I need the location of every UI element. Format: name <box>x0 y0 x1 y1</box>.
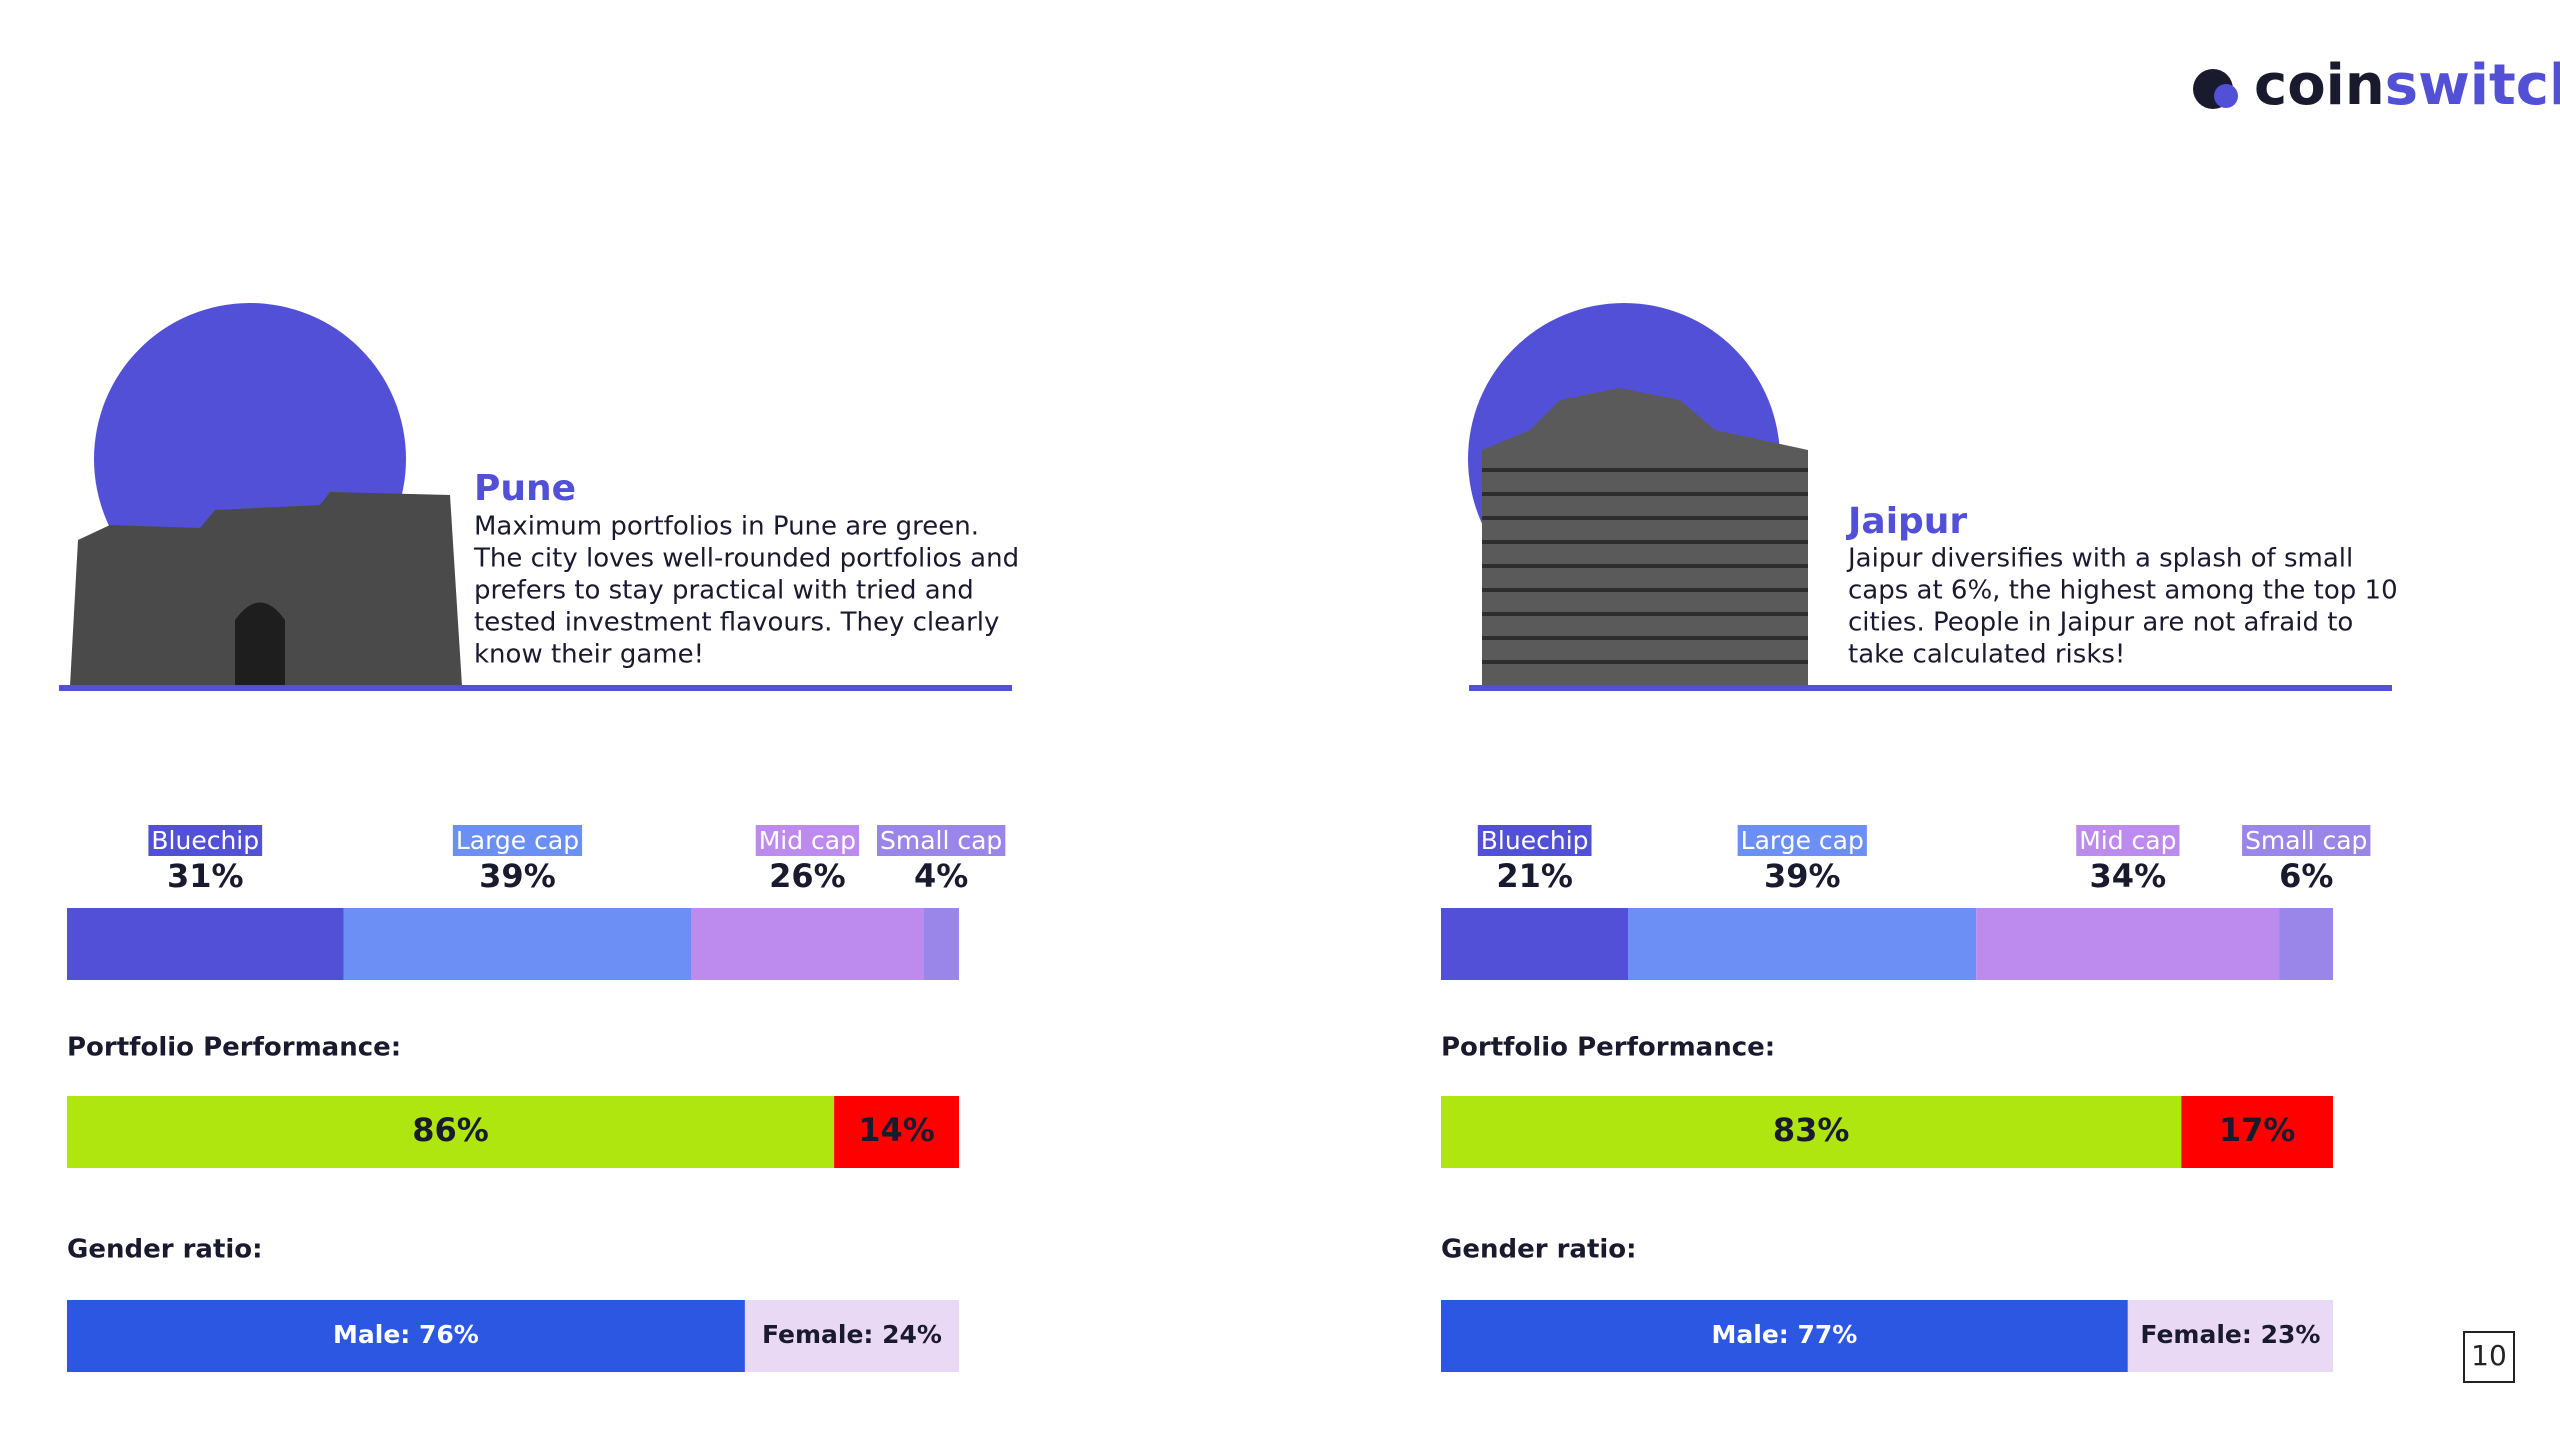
brand-part: switch <box>2385 53 2560 118</box>
value-label: 26% <box>769 857 846 895</box>
page-number-box <box>2463 1331 2515 1383</box>
section-title: Gender ratio: <box>67 1235 263 1265</box>
category-label: Large cap <box>456 826 579 855</box>
gender-label: Female: 24% <box>762 1320 942 1349</box>
logo: coinswitch <box>2193 53 2560 118</box>
allocation-segment <box>343 908 692 980</box>
gender-label: Male: 76% <box>333 1320 479 1349</box>
category-label-bg <box>755 825 859 856</box>
page-number: 10 <box>2471 1339 2507 1372</box>
allocation-segment <box>1976 908 2280 980</box>
value-label: 4% <box>914 857 968 895</box>
city-description: Jaipur diversifies with a splash of smal… <box>1846 544 2353 574</box>
category-label-bg <box>2076 825 2180 856</box>
category-label-bg <box>2242 825 2371 856</box>
performance-label: 14% <box>858 1111 935 1149</box>
gender-segment <box>67 1300 745 1372</box>
performance-label: 86% <box>412 1111 489 1149</box>
category-label: Small cap <box>2245 826 2367 855</box>
category-label: Small cap <box>880 826 1002 855</box>
category-label: Bluechip <box>151 826 259 855</box>
value-label: 39% <box>1764 857 1841 895</box>
divider <box>59 685 1012 691</box>
category-label-bg <box>1737 825 1867 856</box>
section-title: Portfolio Performance: <box>67 1033 401 1063</box>
city-photo <box>70 492 462 686</box>
performance-segment <box>834 1096 959 1168</box>
logo-icon <box>2214 84 2238 108</box>
performance-segment <box>2181 1096 2333 1168</box>
performance-label: 83% <box>1773 1111 1850 1149</box>
city-description: caps at 6%, the highest among the top 10 <box>1848 576 2398 606</box>
category-label: Mid cap <box>2079 826 2176 855</box>
city-description: know their game! <box>474 640 704 670</box>
gender-label: Female: 23% <box>2140 1320 2320 1349</box>
allocation-segment <box>923 908 959 980</box>
category-label-bg <box>876 825 1006 856</box>
category-label: Bluechip <box>1481 826 1589 855</box>
value-label: 6% <box>2279 857 2333 895</box>
category-label-bg <box>452 825 583 856</box>
city-name: Pune <box>474 468 576 509</box>
performance-segment <box>1441 1096 2182 1168</box>
category-label-bg <box>1477 825 1592 856</box>
city-description: cities. People in Jaipur are not afraid … <box>1848 608 2353 638</box>
value-label: 34% <box>2090 857 2167 895</box>
city-photo-detail <box>235 602 285 686</box>
city-description: tested investment flavours. They clearly <box>474 608 999 638</box>
performance-segment <box>67 1096 835 1168</box>
value-label: 31% <box>167 857 244 895</box>
category-label: Large cap <box>1741 826 1864 855</box>
brand-part: coin <box>2254 53 2385 118</box>
performance-label: 17% <box>2219 1111 2296 1149</box>
allocation-segment <box>67 908 344 980</box>
city-name: Jaipur <box>1845 501 1967 542</box>
section-title: Gender ratio: <box>1441 1235 1637 1265</box>
gender-label: Male: 77% <box>1712 1320 1858 1349</box>
city-description: prefers to stay practical with tried and <box>474 576 974 606</box>
section-title: Portfolio Performance: <box>1441 1033 1775 1063</box>
gender-segment <box>744 1300 959 1372</box>
city-description: take calculated risks! <box>1848 640 2125 670</box>
city-description: Maximum portfolios in Pune are green. <box>474 512 979 542</box>
allocation-segment <box>691 908 924 980</box>
category-label: Mid cap <box>759 826 856 855</box>
allocation-segment <box>2279 908 2333 980</box>
city-description: The city loves well-rounded portfolios a… <box>473 544 1019 574</box>
divider <box>1469 685 2392 691</box>
value-label: 39% <box>479 857 556 895</box>
value-label: 21% <box>1496 857 1573 895</box>
city-photo <box>1482 388 1808 686</box>
gender-segment <box>1441 1300 2128 1372</box>
allocation-segment <box>1441 908 1629 980</box>
category-label-bg <box>148 825 263 856</box>
logo-text: coinswitch <box>2254 53 2560 118</box>
gender-segment <box>2127 1300 2333 1372</box>
allocation-segment <box>1628 908 1977 980</box>
